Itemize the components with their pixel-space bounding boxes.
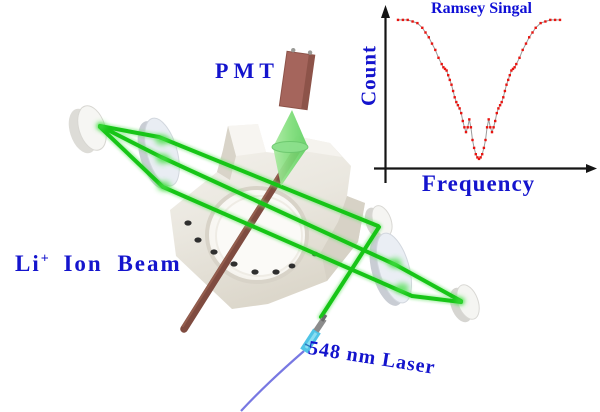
y-axis-arrowhead bbox=[381, 5, 390, 18]
collection-lens bbox=[271, 141, 309, 153]
optical-fiber bbox=[240, 350, 305, 412]
beam-lower bbox=[98, 125, 463, 304]
pmt-label: PMT bbox=[215, 58, 279, 83]
lens-glow-spots bbox=[96, 122, 465, 305]
ion-beam-label: Li+ Ion Beam bbox=[15, 251, 182, 276]
chart-xlabel: Frequency bbox=[421, 171, 536, 196]
beam-laser-input bbox=[319, 225, 381, 319]
beam-middle bbox=[98, 124, 463, 303]
fluorescence-cone bbox=[271, 110, 309, 186]
ramsey-inset-chart bbox=[374, 5, 597, 183]
pmt-detector bbox=[278, 47, 316, 111]
mount-left-tower-top bbox=[228, 124, 266, 156]
laser-beams bbox=[96, 122, 465, 321]
retro-mirror-top-left bbox=[68, 105, 107, 154]
ion-charge-superscript: + bbox=[40, 251, 49, 267]
mount-right-tower-top bbox=[296, 136, 342, 157]
x-axis-arrowhead bbox=[586, 164, 597, 173]
ion-beam-rod bbox=[180, 146, 301, 333]
chart-title: Ramsey Singal bbox=[431, 0, 532, 17]
fiber-assembly bbox=[240, 314, 328, 412]
chart-ylabel: Count bbox=[356, 44, 381, 107]
ramsey-signal-curve bbox=[396, 18, 562, 161]
